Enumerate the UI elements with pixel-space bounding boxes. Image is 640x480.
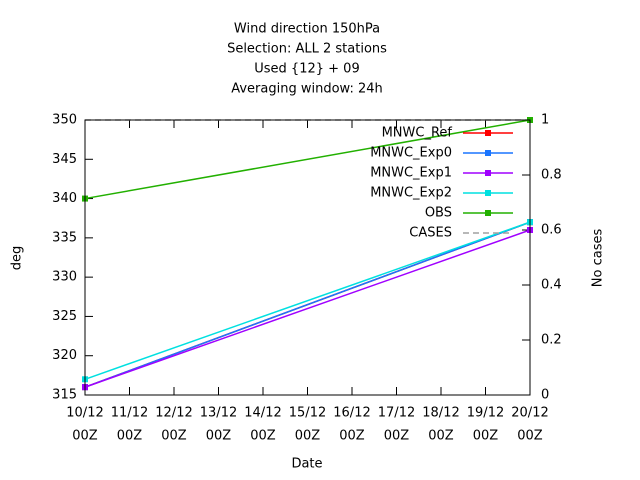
- x-axis-label: Date: [291, 457, 322, 472]
- x-tick-label: 10/12: [66, 406, 103, 421]
- series-line: [84, 221, 531, 380]
- legend-label: MNWC_Exp0: [370, 146, 452, 161]
- y-tick-label: 345: [52, 152, 77, 167]
- legend-label: MNWC_Ref: [382, 126, 453, 141]
- y-axis-label: deg: [10, 246, 25, 271]
- y-tick-label: 340: [52, 191, 77, 206]
- x-tick-label: 00Z: [206, 429, 232, 444]
- y2-tick-label: 0.6: [541, 223, 562, 238]
- y2-tick-label: 0: [541, 388, 549, 403]
- x-tick-label: 15/12: [289, 406, 326, 421]
- legend-label: OBS: [425, 206, 452, 221]
- legend-label: MNWC_Exp1: [370, 166, 452, 181]
- x-tick-label: 00Z: [339, 429, 365, 444]
- x-tick-label: 00Z: [384, 429, 410, 444]
- x-tick-label: 18/12: [422, 406, 459, 421]
- legend-point: [485, 190, 491, 196]
- x-tick-label: 00Z: [517, 429, 543, 444]
- y-tick-label: 325: [52, 309, 77, 324]
- x-tick-label: 00Z: [117, 429, 143, 444]
- x-tick-label: 00Z: [72, 429, 98, 444]
- x-tick-label: 13/12: [200, 406, 237, 421]
- x-tick-label: 17/12: [378, 406, 415, 421]
- x-tick-label: 11/12: [111, 406, 148, 421]
- series-line: [84, 119, 531, 200]
- y2-tick-label: 0.4: [541, 278, 562, 293]
- plot-border: [84, 119, 531, 396]
- x-tick-label: 20/12: [511, 406, 548, 421]
- chart-title: Selection: ALL 2 stations: [227, 42, 387, 57]
- y2-tick-label: 1: [541, 113, 549, 128]
- legend-label: CASES: [409, 226, 452, 241]
- x-tick-label: 00Z: [250, 429, 276, 444]
- legend-point: [485, 150, 491, 156]
- y2-tick-label: 0.8: [541, 168, 562, 183]
- y2-axis-label: No cases: [591, 229, 606, 288]
- y-tick-label: 315: [52, 388, 77, 403]
- y2-tick-label: 0.2: [541, 333, 562, 348]
- x-tick-label: 14/12: [244, 406, 281, 421]
- y-tick-label: 335: [52, 230, 77, 245]
- x-tick-label: 00Z: [295, 429, 321, 444]
- series-line: [84, 229, 531, 388]
- x-tick-label: 00Z: [161, 429, 187, 444]
- legend-point: [485, 210, 491, 216]
- chart-title: Averaging window: 24h: [231, 82, 383, 97]
- x-tick-label: 00Z: [473, 429, 499, 444]
- legend-point: [485, 130, 491, 136]
- chart-title: Used {12} + 09: [254, 62, 359, 77]
- legend-label: MNWC_Exp2: [370, 186, 452, 201]
- x-tick-label: 19/12: [467, 406, 504, 421]
- chart-title: Wind direction 150hPa: [234, 22, 380, 37]
- series-line: [84, 221, 531, 388]
- x-tick-label: 12/12: [155, 406, 192, 421]
- y-tick-label: 350: [52, 113, 77, 128]
- legend-point: [485, 170, 491, 176]
- y-tick-label: 320: [52, 348, 77, 363]
- x-tick-label: 00Z: [428, 429, 454, 444]
- x-tick-label: 16/12: [333, 406, 370, 421]
- y-tick-label: 330: [52, 270, 77, 285]
